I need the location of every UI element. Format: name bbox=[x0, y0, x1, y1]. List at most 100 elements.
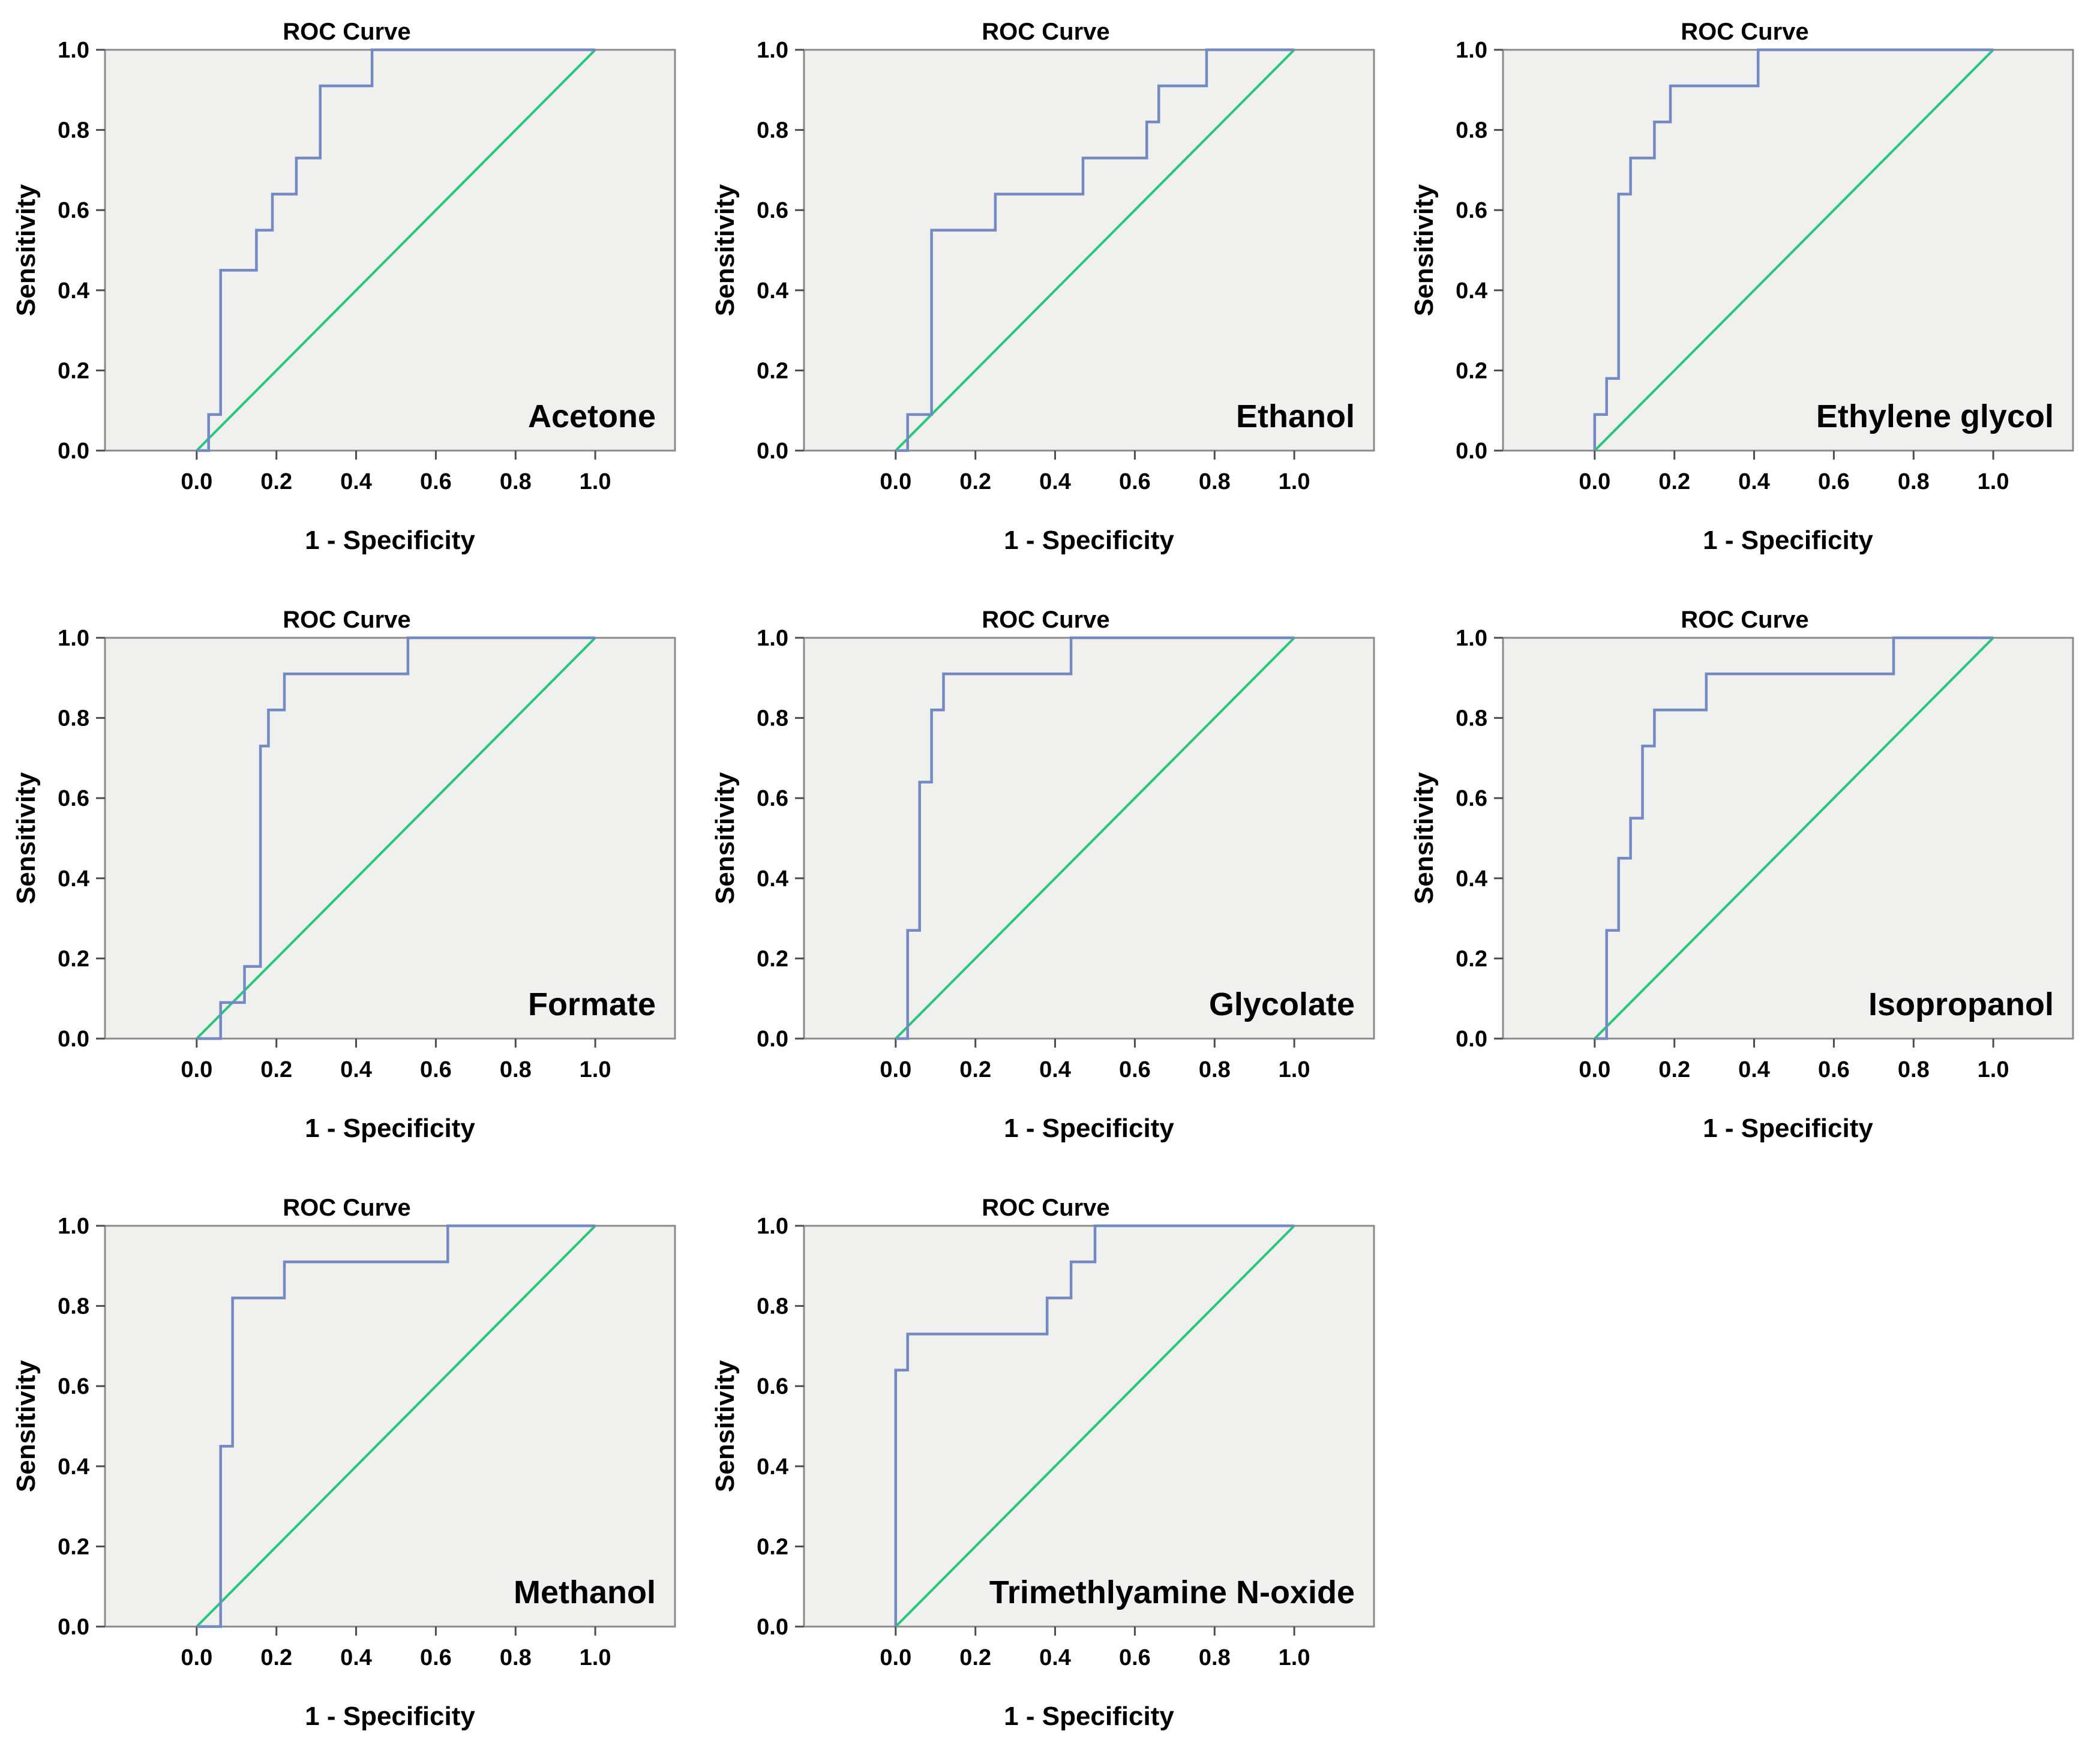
chart-title: ROC Curve bbox=[283, 607, 410, 633]
y-tick-label: 0.6 bbox=[1456, 198, 1487, 223]
analyte-label: Formate bbox=[528, 986, 656, 1022]
y-tick-label: 0.0 bbox=[757, 439, 788, 464]
y-tick-label: 0.4 bbox=[757, 1454, 788, 1480]
y-tick-label: 0.6 bbox=[1456, 786, 1487, 811]
chart-title: ROC Curve bbox=[982, 607, 1109, 633]
x-axis-label: 1 - Specificity bbox=[1004, 1114, 1174, 1143]
y-tick-label: 1.0 bbox=[757, 1214, 788, 1239]
y-tick-label: 1.0 bbox=[1456, 626, 1487, 651]
analyte-label: Methanol bbox=[514, 1574, 656, 1610]
x-tick-label: 0.2 bbox=[1658, 469, 1690, 494]
x-axis-label: 1 - Specificity bbox=[1004, 526, 1174, 555]
x-tick-label: 0.8 bbox=[1898, 469, 1930, 494]
y-tick-label: 0.6 bbox=[58, 786, 89, 811]
y-axis-label: Sensitivity bbox=[710, 1360, 740, 1492]
panel-trimethlyamine-n-oxide: 0.0 0.2 0.4 0.6 0.8 1.0 0.0 0.2 0.4 0.6 0.8 1.0 ROC … bbox=[699, 1176, 1398, 1764]
y-tick-label: 0.2 bbox=[58, 358, 89, 383]
y-tick-label: 0.8 bbox=[757, 1294, 788, 1319]
y-tick-label: 0.0 bbox=[58, 439, 89, 464]
roc-chart-ethylene-glycol: 0.0 0.2 0.4 0.6 0.8 1.0 0.0 0.2 0.4 0.6 0.8 1.0 ROC … bbox=[1409, 19, 2074, 555]
reference-line bbox=[895, 49, 1295, 452]
plot-area bbox=[104, 637, 676, 1040]
x-tick-label: 0.8 bbox=[1898, 1057, 1930, 1082]
x-tick-label: 0.8 bbox=[1199, 1057, 1231, 1082]
y-tick-label: 0.8 bbox=[1456, 706, 1487, 731]
analyte-label: Trimethlyamine N-oxide bbox=[989, 1574, 1355, 1610]
roc-curve-line bbox=[196, 636, 596, 1040]
roc-chart-glycolate: 0.0 0.2 0.4 0.6 0.8 1.0 0.0 0.2 0.4 0.6 0.8 1.0 ROC … bbox=[710, 607, 1375, 1143]
x-tick-label: 0.0 bbox=[880, 469, 911, 494]
y-tick-label: 0.2 bbox=[58, 1534, 89, 1559]
y-axis-label: Sensitivity bbox=[1409, 184, 1439, 316]
x-tick-label: 1.0 bbox=[1279, 469, 1310, 494]
y-tick-label: 1.0 bbox=[757, 626, 788, 651]
y-tick-label: 1.0 bbox=[1456, 38, 1487, 63]
reference-line bbox=[895, 1225, 1295, 1628]
y-tick-label: 0.0 bbox=[58, 1615, 89, 1640]
roc-chart-ethanol: 0.0 0.2 0.4 0.6 0.8 1.0 0.0 0.2 0.4 0.6 0.8 1.0 ROC … bbox=[710, 19, 1375, 555]
roc-chart-isopropanol: 0.0 0.2 0.4 0.6 0.8 1.0 0.0 0.2 0.4 0.6 0.8 1.0 ROC … bbox=[1409, 607, 2074, 1143]
x-axis-label: 1 - Specificity bbox=[305, 1702, 475, 1731]
roc-chart-formate: 0.0 0.2 0.4 0.6 0.8 1.0 0.0 0.2 0.4 0.6 0.8 1.0 ROC … bbox=[11, 607, 676, 1143]
x-tick-label: 0.8 bbox=[1199, 1645, 1231, 1670]
x-axis-label: 1 - Specificity bbox=[305, 1114, 475, 1143]
plot-area bbox=[803, 1225, 1375, 1628]
roc-curve-line bbox=[1593, 48, 1994, 451]
x-tick-label: 0.2 bbox=[959, 469, 991, 494]
panel-formate: 0.0 0.2 0.4 0.6 0.8 1.0 0.0 0.2 0.4 0.6 0.8 1.0 ROC … bbox=[0, 588, 699, 1176]
plot-area bbox=[803, 637, 1375, 1040]
roc-curve-line bbox=[894, 1224, 1295, 1627]
x-tick-label: 1.0 bbox=[580, 1057, 611, 1082]
y-axis-label: Sensitivity bbox=[710, 184, 740, 316]
plot-area bbox=[104, 1225, 676, 1628]
x-tick-label: 0.6 bbox=[1818, 469, 1850, 494]
x-tick-label: 0.4 bbox=[1039, 1645, 1071, 1670]
y-tick-label: 0.8 bbox=[58, 706, 89, 731]
roc-chart-trimethlyamine-n-oxide: 0.0 0.2 0.4 0.6 0.8 1.0 0.0 0.2 0.4 0.6 0.8 1.0 ROC … bbox=[710, 1195, 1375, 1731]
roc-chart-methanol: 0.0 0.2 0.4 0.6 0.8 1.0 0.0 0.2 0.4 0.6 0.8 1.0 ROC … bbox=[11, 1195, 676, 1731]
y-tick-label: 0.0 bbox=[1456, 439, 1487, 464]
y-tick-label: 0.6 bbox=[757, 198, 788, 223]
roc-curve-line bbox=[196, 48, 596, 452]
y-axis-label: Sensitivity bbox=[1409, 772, 1439, 904]
y-tick-label: 0.8 bbox=[58, 118, 89, 143]
x-tick-label: 0.8 bbox=[500, 1645, 532, 1670]
x-tick-label: 0.0 bbox=[880, 1645, 911, 1670]
chart-title: ROC Curve bbox=[1681, 19, 1808, 45]
x-tick-label: 0.8 bbox=[1199, 469, 1231, 494]
y-tick-label: 0.2 bbox=[1456, 946, 1487, 971]
panel-ethylene-glycol: 0.0 0.2 0.4 0.6 0.8 1.0 0.0 0.2 0.4 0.6 0.8 1.0 ROC … bbox=[1398, 0, 2097, 588]
y-tick-label: 1.0 bbox=[757, 38, 788, 63]
y-axis-label: Sensitivity bbox=[11, 1360, 41, 1492]
panel-acetone: 0.0 0.2 0.4 0.6 0.8 1.0 0.0 0.2 0.4 0.6 0.8 1.0 ROC … bbox=[0, 0, 699, 588]
y-tick-label: 0.8 bbox=[58, 1294, 89, 1319]
analyte-label: Acetone bbox=[528, 398, 656, 434]
x-tick-label: 0.0 bbox=[181, 1645, 212, 1670]
x-tick-label: 0.2 bbox=[260, 1645, 292, 1670]
x-tick-label: 0.2 bbox=[959, 1057, 991, 1082]
x-tick-label: 0.0 bbox=[181, 1057, 212, 1082]
x-tick-label: 0.4 bbox=[340, 1645, 372, 1670]
y-tick-label: 0.6 bbox=[58, 1374, 89, 1399]
y-axis-label: Sensitivity bbox=[710, 772, 740, 904]
x-tick-label: 0.0 bbox=[1579, 469, 1610, 494]
x-tick-label: 0.6 bbox=[1119, 1645, 1151, 1670]
x-axis-label: 1 - Specificity bbox=[1004, 1702, 1174, 1731]
x-tick-label: 1.0 bbox=[580, 469, 611, 494]
y-tick-label: 0.8 bbox=[757, 706, 788, 731]
y-tick-label: 0.4 bbox=[58, 278, 89, 304]
roc-curve-line bbox=[895, 636, 1295, 1040]
y-tick-label: 0.6 bbox=[757, 1374, 788, 1399]
analyte-label: Isopropanol bbox=[1868, 986, 2054, 1022]
chart-title: ROC Curve bbox=[283, 1195, 410, 1221]
x-tick-label: 0.2 bbox=[260, 1057, 292, 1082]
y-tick-label: 0.2 bbox=[757, 946, 788, 971]
chart-title: ROC Curve bbox=[982, 19, 1109, 45]
plot-area bbox=[1502, 637, 2074, 1040]
x-tick-label: 0.4 bbox=[1039, 469, 1071, 494]
x-tick-label: 1.0 bbox=[1978, 469, 2009, 494]
analyte-label: Ethylene glycol bbox=[1816, 398, 2054, 434]
x-tick-label: 0.8 bbox=[500, 1057, 532, 1082]
y-tick-label: 0.4 bbox=[1456, 866, 1487, 892]
y-tick-label: 1.0 bbox=[58, 626, 89, 651]
